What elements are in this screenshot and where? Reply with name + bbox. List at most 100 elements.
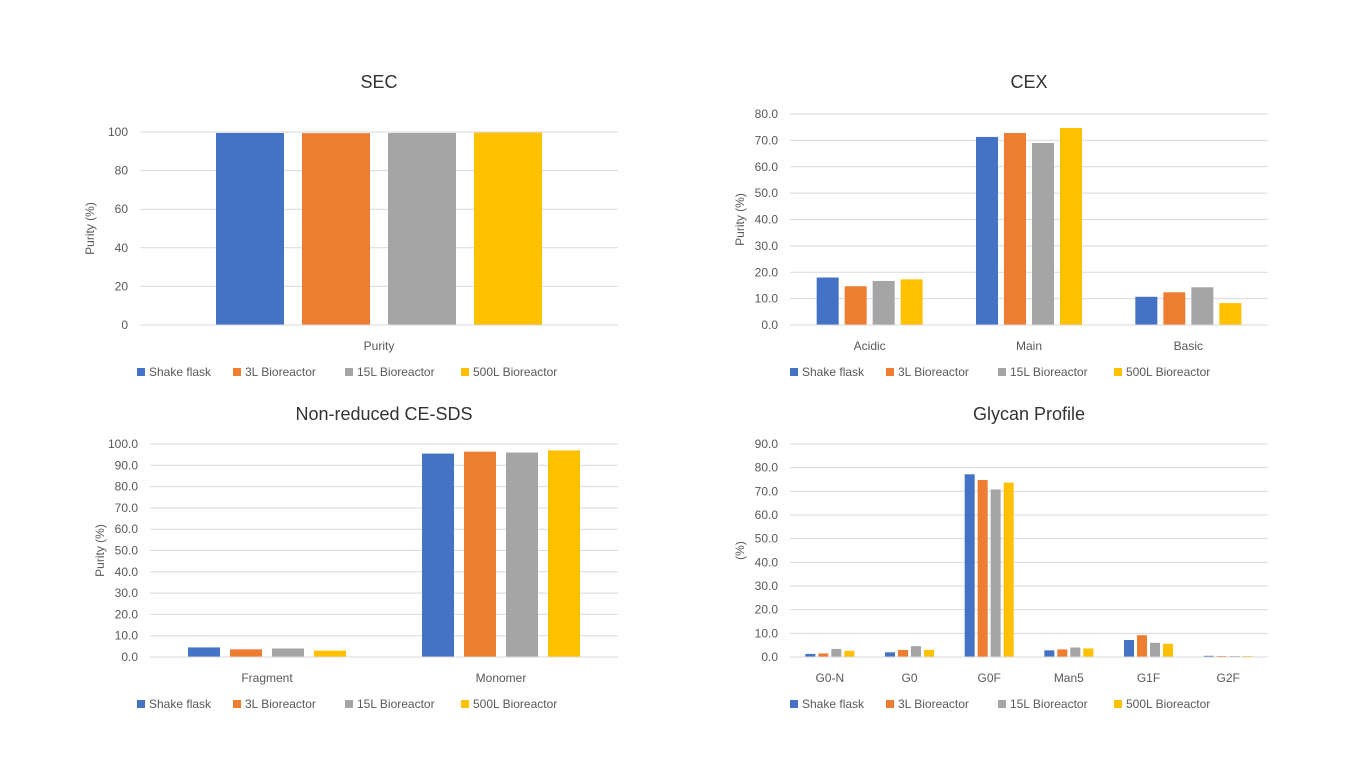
legend-swatch-3l-bioreactor (886, 700, 894, 708)
y-tick-label: 30.0 (755, 239, 779, 253)
x-category-label: G1F (1137, 671, 1160, 685)
bar-shake-flask-main (976, 136, 998, 325)
y-tick-label: 40.0 (755, 213, 779, 227)
chart-title: CEX (1010, 72, 1047, 92)
bar-15l-bioreactor-main (1032, 143, 1054, 325)
legend-swatch-500l-bioreactor (1114, 368, 1122, 376)
y-tick-label: 50.0 (115, 544, 139, 558)
bar-shake-flask-g0 (885, 652, 895, 657)
bar-15l-bioreactor-purity (388, 132, 456, 325)
y-axis-label: Purity (%) (93, 524, 107, 577)
legend-label-500l-bioreactor: 500L Bioreactor (473, 365, 557, 379)
bar-shake-flask-g2f (1203, 655, 1214, 657)
bar-500l-bioreactor-g0-n (844, 650, 855, 657)
legend-label-15l-bioreactor: 15L Bioreactor (357, 697, 435, 711)
x-category-label: Man5 (1054, 671, 1084, 685)
bar-500l-bioreactor-purity (474, 132, 542, 325)
legend-label-500l-bioreactor: 500L Bioreactor (1126, 697, 1210, 711)
y-tick-label: 80.0 (115, 480, 139, 494)
legend-swatch-500l-bioreactor (1114, 700, 1122, 708)
bar-500l-bioreactor-monomer (548, 450, 580, 657)
legend-swatch-shake-flask (137, 700, 145, 708)
y-tick-label: 50.0 (755, 532, 779, 546)
legend-swatch-3l-bioreactor (233, 700, 241, 708)
x-category-label: Acidic (854, 339, 886, 353)
non-reduced-ce-sds-svg: Non-reduced CE-SDS 0.0 10.0 20.0 30.0 40.0 50.… (93, 404, 618, 711)
bar-3l-bioreactor-main (1004, 132, 1026, 325)
legend-label-3l-bioreactor: 3L Bioreactor (245, 697, 316, 711)
y-tick-label: 50.0 (755, 186, 779, 200)
sec-chart: SEC 0 20 40 60 80 100 Purity (%) Purity Shake fla… (0, 60, 678, 392)
legend-label-15l-bioreactor: 15L Bioreactor (1010, 365, 1088, 379)
glycan-chart: Glycan Profile 0.0 10.0 20.0 30.0 40.0 50.0 60.… (678, 392, 1356, 724)
bar-500l-bioreactor-g0f (1003, 482, 1014, 657)
legend-label-15l-bioreactor: 15L Bioreactor (357, 365, 435, 379)
legend-swatch-15l-bioreactor (345, 700, 353, 708)
chart-title: SEC (360, 72, 397, 92)
y-tick-label: 40 (115, 241, 129, 255)
x-category-label: Monomer (476, 671, 527, 685)
bar-500l-bioreactor-man5 (1083, 648, 1094, 657)
bar-15l-bioreactor-g0-n (831, 648, 842, 657)
bar-15l-bioreactor-g0f (990, 489, 1001, 657)
y-tick-label: 40.0 (115, 565, 139, 579)
sec-svg: SEC 0 20 40 60 80 100 Purity (%) Purity Shake fla… (83, 72, 618, 379)
chart-title: Glycan Profile (973, 404, 1085, 424)
bar-shake-flask-purity (216, 132, 284, 325)
y-tick-label: 20.0 (115, 607, 139, 621)
bar-shake-flask-acidic (816, 277, 839, 325)
y-tick-label: 0 (121, 318, 128, 332)
y-tick-label: 100 (108, 125, 128, 139)
legend-label-shake-flask: Shake flask (802, 365, 865, 379)
bar-500l-bioreactor-acidic (900, 279, 923, 325)
legend-swatch-shake-flask (137, 368, 145, 376)
bar-3l-bioreactor-g0f (977, 479, 988, 657)
bar-500l-bioreactor-fragment (314, 650, 346, 657)
bar-500l-bioreactor-main (1060, 127, 1082, 325)
y-axis-label: (%) (733, 541, 747, 560)
y-tick-label: 0.0 (761, 318, 778, 332)
y-tick-label: 10.0 (115, 629, 139, 643)
y-tick-label: 90.0 (115, 458, 139, 472)
legend-swatch-500l-bioreactor (461, 368, 469, 376)
ce-sds-chart: Non-reduced CE-SDS 0.0 10.0 20.0 30.0 40.0 50.… (0, 392, 678, 724)
bar-3l-bioreactor-monomer (464, 451, 496, 657)
legend-label-500l-bioreactor: 500L Bioreactor (1126, 365, 1210, 379)
legend-swatch-500l-bioreactor (461, 700, 469, 708)
bar-3l-bioreactor-g1f (1137, 635, 1147, 657)
x-category-label: G2F (1216, 671, 1239, 685)
legend-label-shake-flask: Shake flask (149, 365, 212, 379)
glycan-profile-svg: Glycan Profile 0.0 10.0 20.0 30.0 40.0 50.0 60.… (733, 404, 1268, 711)
bar-shake-flask-basic (1135, 296, 1158, 325)
y-tick-label: 80.0 (755, 461, 779, 475)
legend-label-15l-bioreactor: 15L Bioreactor (1010, 697, 1088, 711)
x-category-label: Purity (364, 339, 395, 353)
y-tick-label: 100.0 (108, 437, 138, 451)
x-category-label: Basic (1174, 339, 1203, 353)
bar-15l-bioreactor-acidic (872, 280, 895, 325)
bar-15l-bioreactor-g1f (1150, 642, 1160, 657)
y-tick-label: 70.0 (115, 501, 139, 515)
y-tick-label: 80.0 (755, 107, 779, 121)
x-category-label: Main (1016, 339, 1042, 353)
y-tick-label: 80 (115, 164, 129, 178)
y-tick-label: 20.0 (755, 265, 779, 279)
y-tick-label: 90.0 (755, 437, 779, 451)
bar-15l-bioreactor-basic (1191, 287, 1214, 325)
bar-shake-flask-fragment (188, 647, 220, 657)
y-tick-label: 20.0 (755, 603, 779, 617)
bar-3l-bioreactor-basic (1163, 292, 1186, 325)
legend-swatch-15l-bioreactor (998, 700, 1006, 708)
x-category-label: Fragment (241, 671, 293, 685)
bar-15l-bioreactor-man5 (1070, 647, 1081, 657)
y-tick-label: 0.0 (761, 650, 778, 664)
y-tick-label: 0.0 (121, 650, 138, 664)
cex-svg: CEX 0.0 10.0 20.0 30.0 40.0 50.0 60.0 70.0 80.0 Pu… (733, 72, 1268, 379)
x-category-label: G0F (977, 671, 1000, 685)
legend-swatch-15l-bioreactor (998, 368, 1006, 376)
bar-shake-flask-g0f (964, 474, 975, 657)
y-tick-label: 60.0 (755, 160, 779, 174)
legend-swatch-3l-bioreactor (233, 368, 241, 376)
bar-shake-flask-monomer (422, 453, 454, 657)
legend-swatch-shake-flask (790, 700, 798, 708)
